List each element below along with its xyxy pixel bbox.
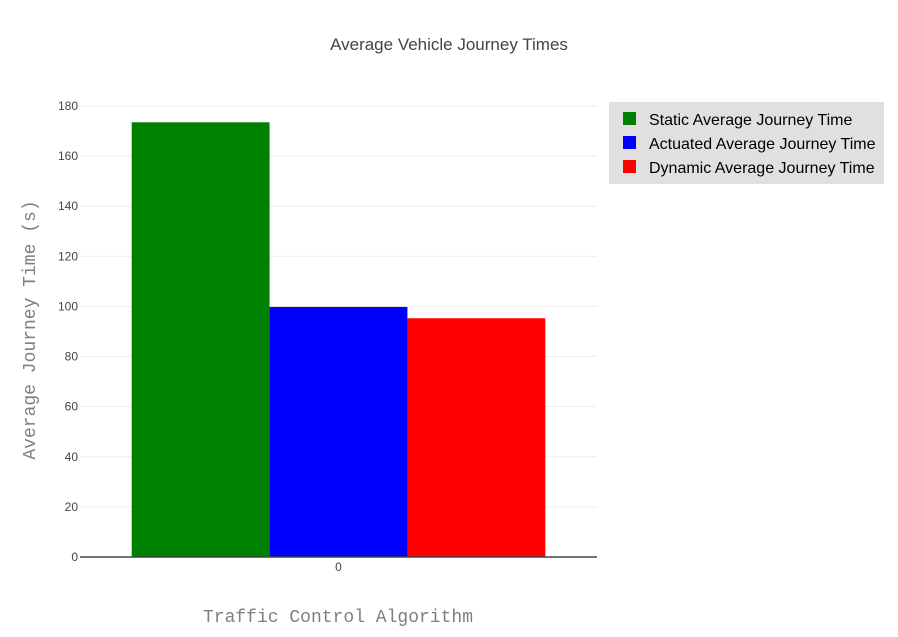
y-tick-label: 140 [58, 199, 78, 213]
bar-dynamic-average-journey-time [407, 318, 546, 557]
y-tick-label: 120 [58, 249, 78, 263]
y-tick-label: 80 [65, 350, 79, 364]
y-tick-label: 60 [65, 400, 79, 414]
y-tick-label: 40 [65, 450, 79, 464]
legend-label: Static Average Journey Time [649, 112, 852, 129]
legend-label: Dynamic Average Journey Time [649, 160, 875, 177]
y-axis-ticks: 0 20 40 60 80 100 120 140 160 180 [58, 99, 78, 564]
chart-title: Average Vehicle Journey Times [330, 35, 568, 54]
y-tick-label: 100 [58, 299, 78, 313]
legend-label: Actuated Average Journey Time [649, 136, 876, 153]
bar-group [131, 122, 546, 558]
y-axis-title: Average Journey Time (s) [21, 200, 41, 459]
bar-actuated-average-journey-time [269, 306, 408, 557]
legend-swatch [623, 112, 636, 125]
y-tick-label: 160 [58, 149, 78, 163]
y-tick-label: 0 [71, 550, 78, 564]
x-tick-label: 0 [335, 560, 342, 574]
y-tick-label: 180 [58, 99, 78, 113]
legend-swatch [623, 160, 636, 173]
legend-swatch [623, 136, 636, 149]
x-axis-title: Traffic Control Algorithm [203, 608, 473, 628]
y-tick-label: 20 [65, 500, 79, 514]
x-axis-ticks: 0 [335, 560, 342, 574]
legend-background [609, 102, 884, 184]
legend: Static Average Journey Time Actuated Aver… [609, 102, 884, 184]
bar-static-average-journey-time [131, 122, 270, 558]
